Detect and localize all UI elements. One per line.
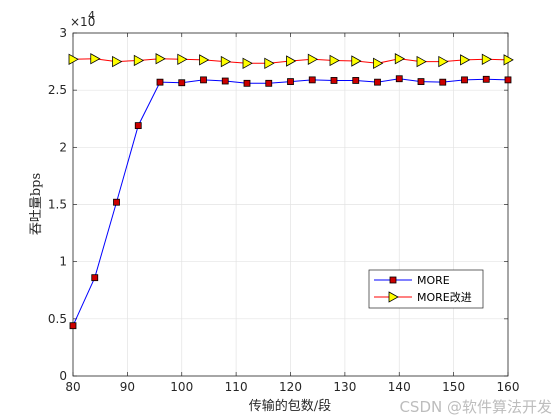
data-point-more-improved	[307, 53, 319, 65]
data-point-more	[374, 78, 381, 86]
legend-marker-more	[389, 276, 397, 284]
legend-label-more-improved: MORE改进	[417, 290, 472, 304]
y-axis-label: 吞吐量bps	[29, 173, 44, 235]
y-tick-label: 1.5	[48, 198, 67, 212]
data-point-more	[221, 77, 229, 85]
data-point-more-improved	[68, 53, 79, 65]
data-point-more	[134, 122, 142, 130]
data-point-more	[200, 76, 207, 84]
x-tick-label: 150	[442, 380, 465, 394]
data-point-more	[504, 76, 512, 84]
data-point-more-improved	[155, 53, 166, 65]
x-tick-label: 90	[120, 380, 135, 394]
x-tick-label: 80	[65, 380, 80, 394]
data-point-more-improved	[133, 54, 145, 67]
data-point-more-improved	[394, 53, 406, 65]
data-point-more-improved	[329, 54, 340, 67]
y-tick-label: 0	[59, 369, 67, 383]
x-axis: 80 90 100 110 120 130 140 150 160	[65, 33, 519, 394]
y-exponent-base: ×10	[70, 15, 95, 29]
grid-lines	[72, 32, 509, 377]
data-point-more-improved	[416, 55, 427, 68]
data-point-more	[308, 76, 316, 84]
legend-marker-more-improved	[388, 291, 399, 303]
y-exponent-power: 4	[88, 9, 95, 22]
data-point-more-improved	[373, 57, 384, 69]
y-tick-label: 2.5	[48, 83, 67, 97]
data-point-more-improved	[351, 55, 362, 67]
y-tick-label: 2	[59, 140, 67, 154]
legend-box	[368, 269, 484, 309]
y-tick-label: 3	[59, 26, 67, 40]
data-point-more	[482, 75, 490, 83]
data-point-more-improved	[199, 54, 210, 66]
data-point-more	[156, 78, 164, 86]
data-point-more	[439, 78, 447, 86]
y-tick-label: 1	[59, 255, 67, 269]
series-layer	[68, 53, 514, 330]
legend-label-more: MORE	[417, 274, 450, 287]
x-axis-label: 传输的包数/段	[249, 398, 331, 414]
watermark: CSDN @软件算法开发	[399, 398, 552, 416]
data-point-more-improved	[438, 55, 449, 68]
data-point-more-improved	[220, 55, 232, 68]
data-point-more	[352, 77, 360, 84]
y-tick-label: 0.5	[48, 312, 67, 326]
data-point-more	[243, 79, 251, 87]
y-axis: 0 0.5 1 1.5 2 2.5 3	[48, 26, 508, 383]
x-tick-label: 110	[225, 380, 248, 394]
data-point-more	[113, 198, 120, 206]
data-point-more-improved	[481, 53, 493, 65]
data-point-more-improved	[90, 53, 101, 65]
data-point-more-improved	[503, 54, 514, 66]
x-tick-label: 130	[333, 380, 356, 394]
data-point-more-improved	[286, 55, 297, 67]
x-tick-label: 120	[279, 380, 302, 394]
data-point-more	[417, 78, 425, 85]
x-tick-label: 140	[388, 380, 411, 394]
data-point-more	[330, 77, 338, 84]
data-point-more-improved	[460, 54, 471, 66]
x-tick-label: 100	[170, 380, 193, 394]
data-point-more	[91, 274, 99, 282]
data-point-more-improved	[242, 57, 253, 69]
data-point-more	[461, 76, 468, 84]
data-point-more	[178, 79, 186, 87]
data-point-more-improved	[177, 53, 188, 65]
data-point-more	[265, 79, 273, 87]
data-point-more	[395, 75, 403, 83]
data-point-more	[69, 322, 77, 330]
x-tick-label: 160	[497, 380, 520, 394]
data-point-more	[287, 78, 294, 85]
legend: MORE MORE改进	[368, 269, 484, 309]
data-point-more-improved	[264, 57, 275, 69]
data-point-more-improved	[112, 55, 123, 68]
